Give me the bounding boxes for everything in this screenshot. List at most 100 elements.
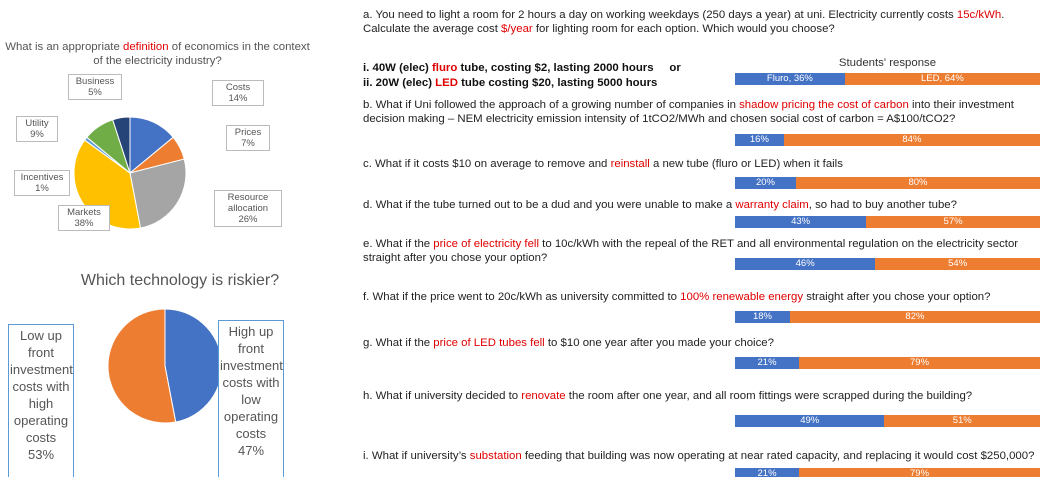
slice-label: Low up front investment costs with high … bbox=[8, 324, 74, 477]
bar-segment: 43% bbox=[735, 216, 867, 228]
slice-value: 26% bbox=[238, 214, 258, 225]
bar-segment: LED, 64% bbox=[844, 73, 1040, 85]
slice-value: 14% bbox=[228, 93, 248, 104]
slice-category: Resource allocation bbox=[227, 192, 269, 214]
question: h. What if university decided to renovat… bbox=[363, 389, 1041, 403]
pie1-title: What is an appropriate definition of eco… bbox=[5, 40, 310, 68]
bar-title: Students' response bbox=[838, 57, 937, 69]
bar-value-label: 46% bbox=[795, 258, 815, 269]
bar-segment: 49% bbox=[735, 415, 885, 427]
bar-value-label: 80% bbox=[908, 177, 928, 188]
text-part: g. What if the bbox=[363, 337, 434, 349]
text-part: for lighting room for each option. Which… bbox=[532, 23, 835, 35]
bar-value-label: 21% bbox=[757, 357, 777, 368]
slice-label: Utility 9% bbox=[16, 116, 58, 142]
bar-segment: 57% bbox=[866, 216, 1040, 228]
slice-value: 5% bbox=[88, 87, 102, 98]
text-part: i. 40W (elec) bbox=[363, 62, 433, 74]
text-part: f. What if the price went to 20c/kWh as … bbox=[363, 291, 681, 303]
bar-segment: Fluro, 36% bbox=[735, 73, 845, 85]
bar-segment: 79% bbox=[799, 357, 1040, 369]
bar-value-label: 82% bbox=[905, 311, 925, 322]
text-part: shadow pricing the cost of carbon bbox=[739, 99, 909, 111]
question: f. What if the price went to 20c/kWh as … bbox=[363, 290, 1041, 304]
slice-value: 7% bbox=[241, 138, 255, 149]
text-part: tube, costing $2, lasting 2000 hours or bbox=[457, 62, 681, 74]
bar-segment: 80% bbox=[796, 177, 1040, 189]
text-part: substation bbox=[469, 450, 522, 462]
bar-value-label: 49% bbox=[800, 415, 820, 426]
text-part: 15c/kWh bbox=[956, 9, 1002, 21]
slice-category: Prices bbox=[234, 127, 262, 138]
bar-value-label: 84% bbox=[902, 134, 922, 145]
bar-segment: 54% bbox=[875, 258, 1040, 270]
question: e. What if the price of electricity fell… bbox=[363, 237, 1041, 265]
text-part: What is an appropriate bbox=[5, 41, 123, 53]
bar-value-label: 54% bbox=[948, 258, 968, 269]
bar-value-label: 43% bbox=[791, 216, 811, 227]
slice-value: 53% bbox=[27, 447, 55, 462]
slice-category: Low up front investment costs with high … bbox=[10, 328, 73, 445]
bar-segment: 51% bbox=[884, 415, 1040, 427]
text-part: 100% renewable energy bbox=[680, 291, 804, 303]
text-part: ii. 20W (elec) bbox=[363, 77, 436, 89]
bar-segment: 21% bbox=[735, 468, 800, 477]
slice-category: Business bbox=[75, 76, 115, 87]
slice-value: 1% bbox=[35, 183, 49, 194]
bar-value-label: 21% bbox=[757, 468, 777, 477]
slice-label: High up front investment costs with low … bbox=[218, 320, 284, 477]
option: ii. 20W (elec) LED tube costing $20, las… bbox=[363, 77, 657, 89]
text-part: h. What if university decided to bbox=[363, 390, 522, 402]
text-part: renovate bbox=[521, 390, 566, 402]
bar-value-label: Fluro, 36% bbox=[766, 73, 813, 84]
bar-value-label: LED, 64% bbox=[921, 73, 964, 84]
text-part: i. What if university’s bbox=[363, 450, 470, 462]
question: c. What if it costs $10 on average to re… bbox=[363, 157, 1041, 171]
pie-slice bbox=[164, 308, 223, 423]
text-part: feeding that building was now operating … bbox=[521, 450, 1035, 462]
bar-segment: 79% bbox=[799, 468, 1040, 477]
text-part: price of LED tubes fell bbox=[433, 337, 545, 349]
slice-category: Incentives bbox=[20, 172, 64, 183]
option: i. 40W (elec) fluro tube, costing $2, la… bbox=[363, 62, 681, 74]
text-part: the room after one year, and all room fi… bbox=[565, 390, 973, 402]
question: g. What if the price of LED tubes fell t… bbox=[363, 336, 1041, 350]
bar-value-label: 79% bbox=[910, 357, 930, 368]
text-part: b. What if Uni followed the approach of … bbox=[363, 99, 740, 111]
bar-segment: 20% bbox=[735, 177, 796, 189]
text-part: e. What if the bbox=[363, 238, 434, 250]
text-part: LED bbox=[435, 77, 458, 89]
question: b. What if Uni followed the approach of … bbox=[363, 98, 1041, 126]
text-part: warranty claim bbox=[735, 199, 809, 211]
text-part: to $10 one year after you made your choi… bbox=[544, 337, 774, 349]
text-part: d. What if the tube turned out to be a d… bbox=[363, 199, 736, 211]
text-part: reinstall bbox=[610, 158, 650, 170]
slice-label: Costs 14% bbox=[212, 80, 264, 106]
text-part: . Calculate the average cost bbox=[363, 9, 1005, 35]
question: d. What if the tube turned out to be a d… bbox=[363, 198, 1041, 212]
question: i. What if university’s substation feedi… bbox=[363, 449, 1041, 463]
text-part: price of electricity fell bbox=[433, 238, 539, 250]
slice-value: 9% bbox=[30, 129, 44, 140]
slice-label: Business 5% bbox=[68, 74, 122, 100]
slice-category: Utility bbox=[25, 118, 49, 129]
slice-label: Incentives 1% bbox=[14, 170, 70, 196]
text-part: , so had to buy another tube? bbox=[808, 199, 957, 211]
bar-value-label: 79% bbox=[910, 468, 930, 477]
bar-segment: 46% bbox=[735, 258, 876, 270]
bar-value-label: 57% bbox=[943, 216, 963, 227]
text-part: a. You need to light a room for 2 hours … bbox=[363, 9, 957, 21]
bar-value-label: 18% bbox=[752, 311, 772, 322]
text-part: of economics in the context of the elect… bbox=[93, 41, 310, 67]
text-part: a new tube (fluro or LED) when it fails bbox=[649, 158, 843, 170]
slice-label: Prices 7% bbox=[226, 125, 270, 151]
bar-segment: 84% bbox=[783, 134, 1040, 146]
pie-slice bbox=[107, 308, 177, 424]
text-part: c. What if it costs $10 on average to re… bbox=[363, 158, 611, 170]
slice-label: Markets 38% bbox=[58, 205, 110, 231]
bar-value-label: 51% bbox=[952, 415, 972, 426]
bar-value-label: 16% bbox=[749, 134, 769, 145]
slice-value: 38% bbox=[74, 218, 94, 229]
